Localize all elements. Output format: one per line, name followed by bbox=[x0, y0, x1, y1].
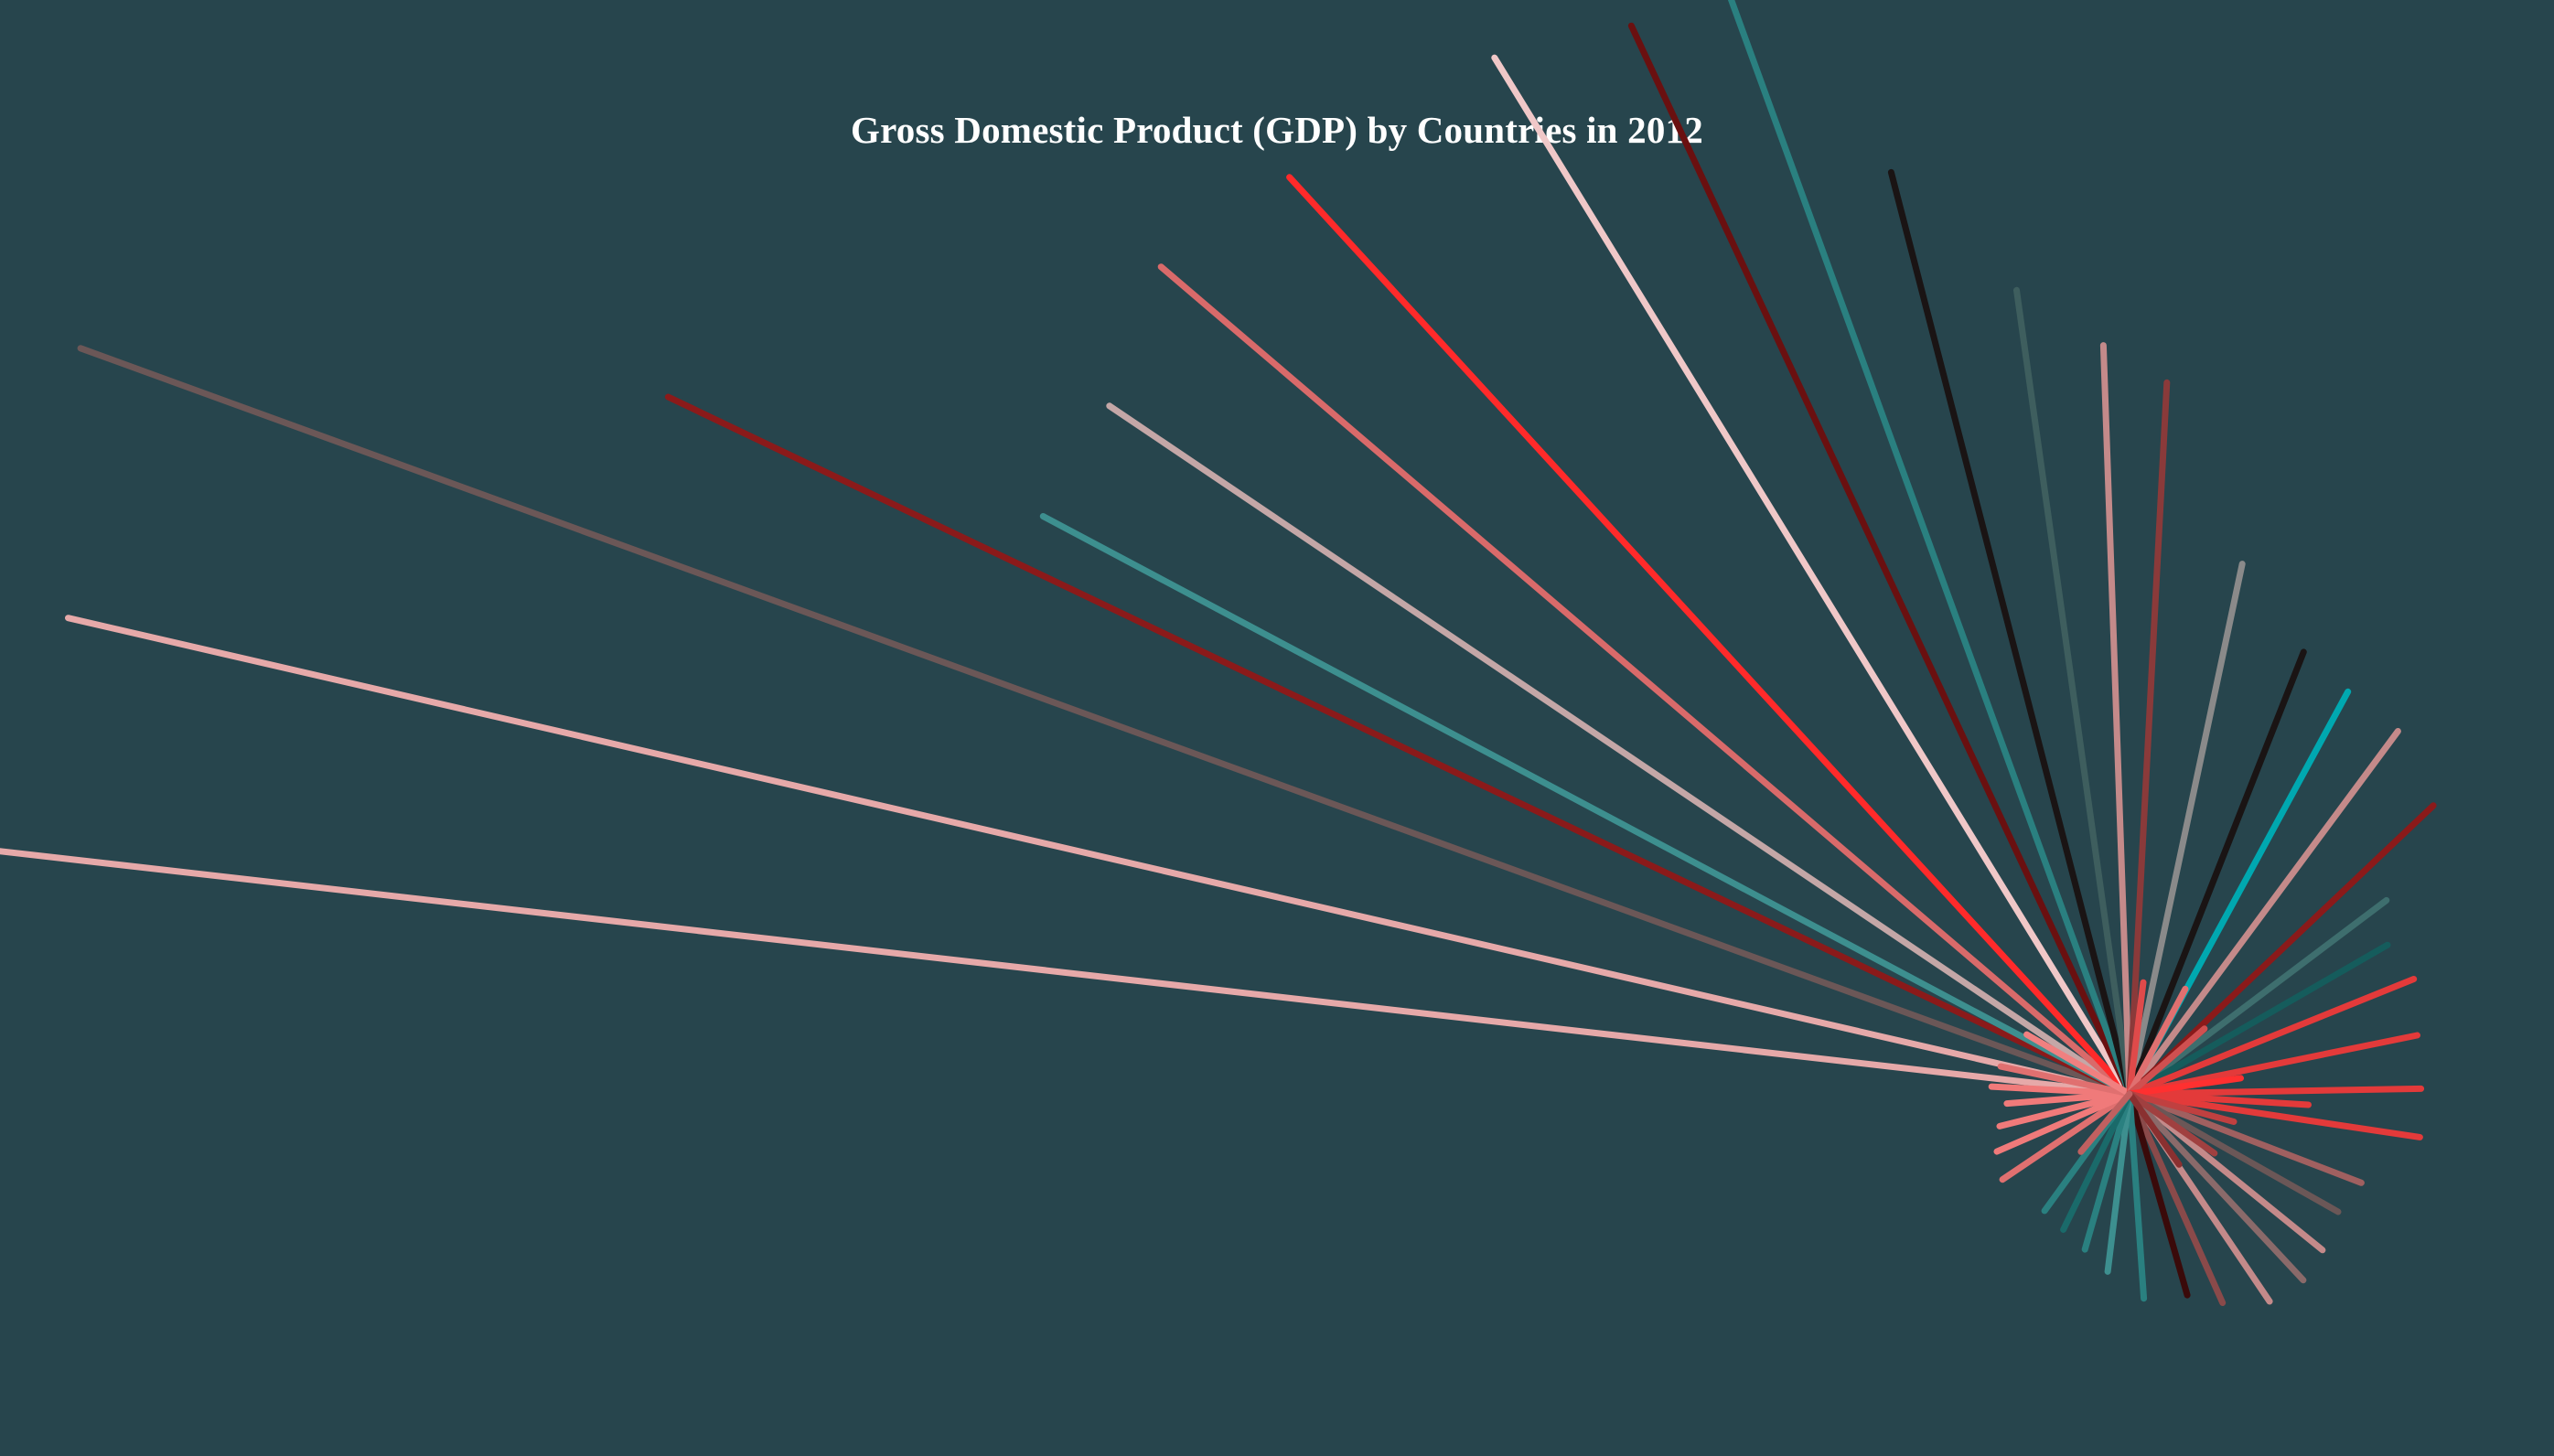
gdp-ray-42 bbox=[1996, 1090, 2133, 1129]
gdp-ray-54 bbox=[2077, 1090, 2133, 1155]
gdp-ray-33 bbox=[2126, 1090, 2227, 1306]
gdp-ray-50 bbox=[2126, 1075, 2244, 1097]
gdp-ray-11 bbox=[1727, 0, 2133, 1097]
gdp-ray-49 bbox=[2126, 1025, 2208, 1097]
gdp-ray-34 bbox=[2126, 1090, 2191, 1299]
gdp-ray-22 bbox=[2126, 941, 2391, 1097]
gdp-ray-38 bbox=[2060, 1090, 2133, 1233]
gdp-ray-28 bbox=[2126, 1090, 2365, 1186]
gdp-ray-31 bbox=[2126, 1090, 2307, 1284]
gdp-ray-25 bbox=[2126, 1085, 2425, 1097]
gdp-ray-40 bbox=[1999, 1090, 2133, 1183]
gdp-ray-15 bbox=[2126, 379, 2171, 1097]
gdp-ray-37 bbox=[2081, 1090, 2133, 1253]
gdp-ray-2 bbox=[65, 615, 2133, 1097]
gdp-ray-21 bbox=[2126, 896, 2390, 1097]
gdp-ray-7 bbox=[1157, 263, 2133, 1097]
gdp-ray-13 bbox=[2013, 286, 2133, 1097]
burst-rays bbox=[0, 0, 2437, 1306]
gdp-ray-41 bbox=[1993, 1090, 2133, 1155]
gdp-ray-12 bbox=[1887, 168, 2133, 1097]
chart-title: Gross Domestic Product (GDP) by Countrie… bbox=[851, 109, 1703, 151]
gdp-ray-53 bbox=[2126, 1090, 2183, 1168]
gdp-ray-48 bbox=[2126, 985, 2189, 1097]
gdp-ray-19 bbox=[2126, 728, 2401, 1097]
gdp-ray-23 bbox=[2126, 976, 2418, 1097]
gdp-ray-1 bbox=[0, 848, 2133, 1097]
gdp-ray-35 bbox=[2126, 1090, 2148, 1302]
gdp-ray-8 bbox=[1286, 174, 2133, 1097]
gdp-ray-4 bbox=[664, 393, 2133, 1097]
gdp-ray-44 bbox=[1988, 1083, 2133, 1097]
gdp-ray-45 bbox=[1997, 1063, 2133, 1097]
gdp-ray-9 bbox=[1491, 54, 2133, 1097]
gdp-ray-52 bbox=[2126, 1090, 2218, 1157]
gdp-ray-36 bbox=[2104, 1090, 2133, 1275]
gdp-ray-3 bbox=[77, 345, 2133, 1097]
gdp-ray-5 bbox=[1039, 513, 2133, 1097]
gdp-ray-17 bbox=[2126, 648, 2307, 1097]
gdp-ray-29 bbox=[2126, 1090, 2342, 1215]
gdp-ray-51 bbox=[2126, 1090, 2237, 1125]
gdp-ray-47 bbox=[2126, 979, 2147, 1097]
gdp-ray-16 bbox=[2126, 561, 2246, 1097]
gdp-ray-6 bbox=[1106, 402, 2133, 1097]
gdp-ray-10 bbox=[1627, 22, 2133, 1097]
gdp-ray-14 bbox=[2099, 342, 2133, 1097]
gdp-ray-27 bbox=[2126, 1090, 2423, 1140]
gdp-ray-46 bbox=[2023, 1031, 2133, 1097]
